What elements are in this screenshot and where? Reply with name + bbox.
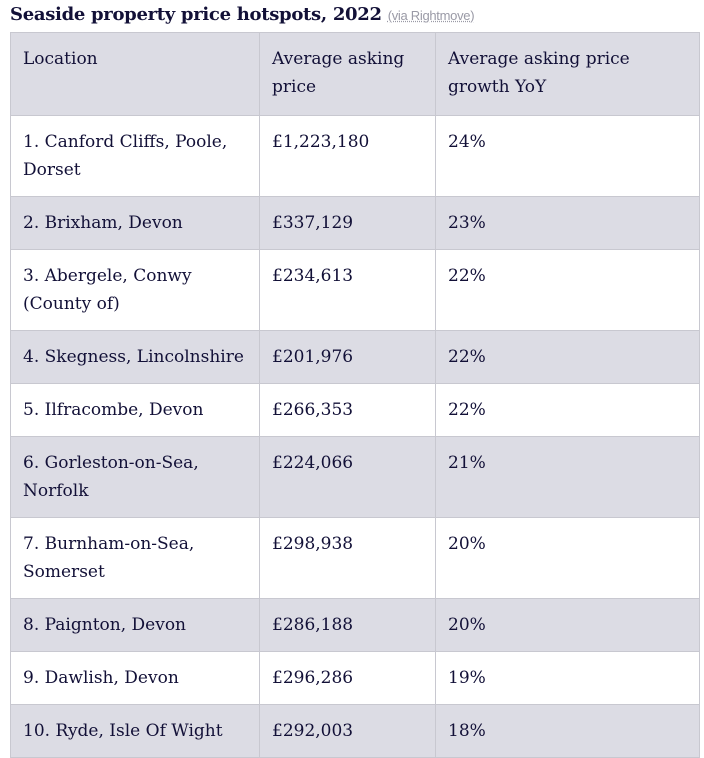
location-cell: 10. Ryde, Isle Of Wight <box>10 704 260 758</box>
table-row: 10. Ryde, Isle Of Wight £292,003 18% <box>10 704 700 758</box>
table-row: 9. Dawlish, Devon £296,286 19% <box>10 651 700 705</box>
price-cell: £1,223,180 <box>259 115 436 197</box>
location-cell: 3. Abergele, Conwy (County of) <box>10 249 260 331</box>
price-cell: £266,353 <box>259 383 436 437</box>
table-row: 3. Abergele, Conwy (County of) £234,613 22… <box>10 249 700 331</box>
location-cell: 5. Ilfracombe, Devon <box>10 383 260 437</box>
price-cell: £234,613 <box>259 249 436 331</box>
caption-title: Seaside property price hotspots, 2022 <box>10 4 382 25</box>
header-location: Location <box>10 32 260 116</box>
growth-cell: 23% <box>435 196 700 250</box>
header-growth: Average asking price growth YoY <box>435 32 700 116</box>
growth-cell: 24% <box>435 115 700 197</box>
location-cell: 6. Gorleston-on-Sea, Norfolk <box>10 436 260 518</box>
table-row: 2. Brixham, Devon £337,129 23% <box>10 196 700 250</box>
location-cell: 8. Paignton, Devon <box>10 598 260 652</box>
location-cell: 7. Burnham-on-Sea, Somerset <box>10 517 260 599</box>
price-cell: £296,286 <box>259 651 436 705</box>
table-row: 6. Gorleston-on-Sea, Norfolk £224,066 21% <box>10 436 700 518</box>
price-cell: £292,003 <box>259 704 436 758</box>
growth-cell: 20% <box>435 598 700 652</box>
price-cell: £201,976 <box>259 330 436 384</box>
price-cell: £298,938 <box>259 517 436 599</box>
price-cell: £286,188 <box>259 598 436 652</box>
table-row: 5. Ilfracombe, Devon £266,353 22% <box>10 383 700 437</box>
growth-cell: 22% <box>435 383 700 437</box>
header-price: Average asking price <box>259 32 436 116</box>
table-row: 1. Canford Cliffs, Poole, Dorset £1,223,1… <box>10 115 700 197</box>
table-row: 4. Skegness, Lincolnshire £201,976 22% <box>10 330 700 384</box>
growth-cell: 19% <box>435 651 700 705</box>
source-link[interactable]: (via Rightmove) <box>387 8 475 23</box>
header-row: Location Average asking price Average as… <box>10 32 700 116</box>
growth-cell: 20% <box>435 517 700 599</box>
growth-cell: 18% <box>435 704 700 758</box>
location-cell: 9. Dawlish, Devon <box>10 651 260 705</box>
location-cell: 2. Brixham, Devon <box>10 196 260 250</box>
location-cell: 4. Skegness, Lincolnshire <box>10 330 260 384</box>
location-cell: 1. Canford Cliffs, Poole, Dorset <box>10 115 260 197</box>
table-row: 8. Paignton, Devon £286,188 20% <box>10 598 700 652</box>
table-caption: Seaside property price hotspots, 2022 (v… <box>10 4 475 25</box>
growth-cell: 22% <box>435 249 700 331</box>
growth-cell: 22% <box>435 330 700 384</box>
price-hotspots-table: Location Average asking price Average as… <box>10 32 700 758</box>
table-row: 7. Burnham-on-Sea, Somerset £298,938 20% <box>10 517 700 599</box>
growth-cell: 21% <box>435 436 700 518</box>
price-cell: £337,129 <box>259 196 436 250</box>
price-cell: £224,066 <box>259 436 436 518</box>
